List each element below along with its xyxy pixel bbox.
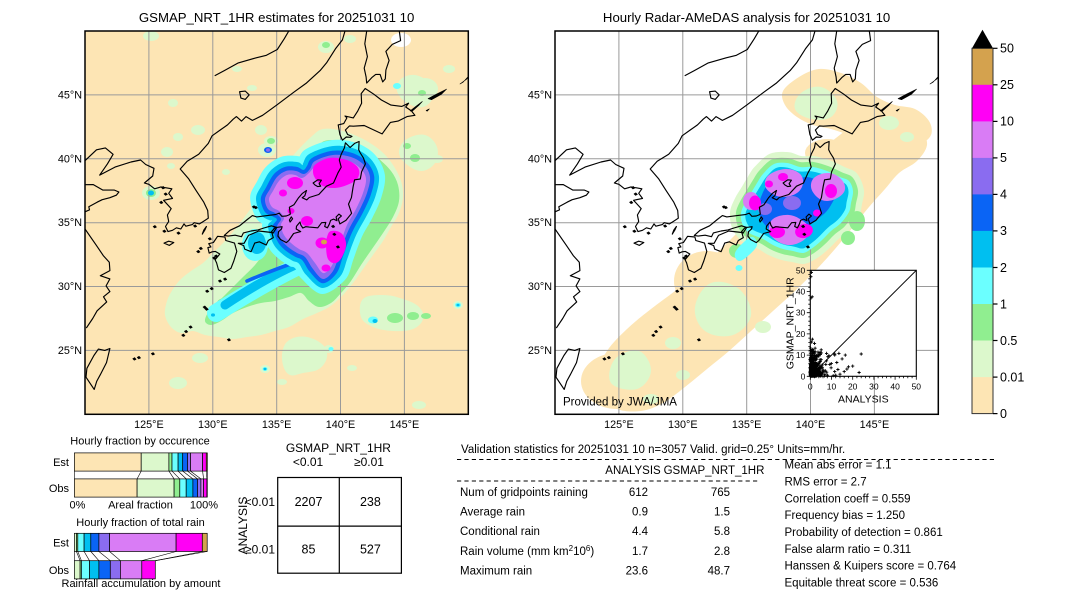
svg-text:20: 20 <box>796 329 806 339</box>
svg-text:0: 0 <box>801 371 806 381</box>
svg-text:135°E: 135°E <box>262 419 292 431</box>
svg-text:Provided by JWA/JMA: Provided by JWA/JMA <box>563 396 677 408</box>
svg-text:40°N: 40°N <box>58 153 82 165</box>
svg-text:10: 10 <box>1000 115 1014 129</box>
svg-text:Rainfall accumulation by amoun: Rainfall accumulation by amount <box>62 578 221 590</box>
svg-text:0%: 0% <box>70 500 86 512</box>
svg-text:20: 20 <box>848 381 858 391</box>
svg-text:ANALYSIS: ANALYSIS <box>605 465 661 477</box>
svg-text:45°N: 45°N <box>528 89 552 101</box>
svg-text:25°N: 25°N <box>528 345 552 357</box>
svg-text:4: 4 <box>1000 188 1007 202</box>
svg-text:125°E: 125°E <box>134 419 164 431</box>
svg-text:238: 238 <box>360 495 381 509</box>
svg-text:2207: 2207 <box>295 495 323 509</box>
svg-text:1.7: 1.7 <box>632 546 648 558</box>
svg-text:Obs: Obs <box>49 565 70 577</box>
svg-text:GSMAP_NRT_1HR: GSMAP_NRT_1HR <box>784 277 796 369</box>
svg-text:40°N: 40°N <box>528 153 552 165</box>
svg-text:5.8: 5.8 <box>714 526 730 538</box>
svg-text:25: 25 <box>1000 78 1014 92</box>
svg-text:30: 30 <box>796 308 806 318</box>
svg-text:50: 50 <box>1000 42 1014 56</box>
svg-text:<0.01: <0.01 <box>293 455 324 469</box>
svg-text:Validation statistics for 2025: Validation statistics for 20251031 10 n=… <box>461 444 845 456</box>
svg-text:4.4: 4.4 <box>632 526 649 538</box>
svg-text:1: 1 <box>1000 297 1007 311</box>
svg-text:Frequency bias = 1.250: Frequency bias = 1.250 <box>785 510 906 522</box>
svg-text:0: 0 <box>1000 407 1007 421</box>
svg-text:GSMAP_NRT_1HR: GSMAP_NRT_1HR <box>286 441 391 455</box>
svg-text:Num of gridpoints raining: Num of gridpoints raining <box>460 487 588 499</box>
svg-text:100%: 100% <box>190 500 218 512</box>
svg-text:2.8: 2.8 <box>714 546 730 558</box>
svg-text:35°N: 35°N <box>528 217 552 229</box>
svg-text:Conditional rain: Conditional rain <box>460 526 540 538</box>
svg-text:Equitable threat score = 0.53: Equitable threat score = 0.536 <box>785 578 939 590</box>
svg-text:23.6: 23.6 <box>626 566 648 578</box>
svg-text:30°N: 30°N <box>58 281 82 293</box>
svg-text:Areal fraction: Areal fraction <box>108 500 173 512</box>
svg-text:Est: Est <box>53 538 69 550</box>
svg-text:50: 50 <box>796 265 806 275</box>
svg-text:50: 50 <box>912 381 922 391</box>
svg-text:140°E: 140°E <box>796 419 826 431</box>
svg-text:45°N: 45°N <box>58 89 82 101</box>
svg-text:0: 0 <box>808 381 813 391</box>
svg-text:ANALYSIS: ANALYSIS <box>838 393 889 405</box>
svg-text:Correlation coeff = 0.559: Correlation coeff = 0.559 <box>785 493 911 505</box>
svg-text:Hanssen & Kuipers score = 0.7: Hanssen & Kuipers score = 0.764 <box>785 561 957 573</box>
svg-text:135°E: 135°E <box>732 419 762 431</box>
svg-text:Hourly fraction of total rain: Hourly fraction of total rain <box>76 517 204 529</box>
svg-text:3: 3 <box>1000 224 1007 238</box>
svg-text:10: 10 <box>827 381 837 391</box>
svg-text:35°N: 35°N <box>58 217 82 229</box>
svg-text:125°E: 125°E <box>604 419 634 431</box>
svg-text:Hourly Radar-AMeDAS analysis f: Hourly Radar-AMeDAS analysis for 2025103… <box>603 10 890 25</box>
svg-text:5: 5 <box>1000 151 1007 165</box>
svg-text:≥0.01: ≥0.01 <box>245 543 275 557</box>
svg-text:30°N: 30°N <box>528 281 552 293</box>
svg-text:Hourly fraction by occurence: Hourly fraction by occurence <box>70 436 209 448</box>
svg-text:Obs: Obs <box>49 483 70 495</box>
svg-text:145°E: 145°E <box>860 419 890 431</box>
svg-text:40: 40 <box>890 381 900 391</box>
svg-text:Mean abs error = 1.1: Mean abs error = 1.1 <box>785 460 892 472</box>
svg-text:0.5: 0.5 <box>1000 334 1017 348</box>
svg-text:85: 85 <box>302 543 316 557</box>
svg-text:Probability of detection = 0.: Probability of detection = 0.861 <box>785 527 943 539</box>
svg-text:Rain volume (mm km2106): Rain volume (mm km2106) <box>460 544 594 558</box>
svg-text:765: 765 <box>711 487 730 499</box>
svg-text:0.9: 0.9 <box>632 506 648 518</box>
svg-text:10: 10 <box>796 350 806 360</box>
svg-text:130°E: 130°E <box>198 419 228 431</box>
svg-text:GSMAP_NRT_1HR: GSMAP_NRT_1HR <box>664 465 765 477</box>
svg-text:130°E: 130°E <box>668 419 698 431</box>
svg-text:Average rain: Average rain <box>460 506 525 518</box>
svg-text:48.7: 48.7 <box>708 566 730 578</box>
svg-text:≥0.01: ≥0.01 <box>354 455 384 469</box>
svg-text:Maximum rain: Maximum rain <box>460 566 532 578</box>
svg-text:527: 527 <box>360 543 381 557</box>
svg-text:RMS error = 2.7: RMS error = 2.7 <box>785 476 867 488</box>
svg-text:40: 40 <box>796 287 806 297</box>
svg-text:1.5: 1.5 <box>714 506 730 518</box>
svg-text:False alarm ratio = 0.311: False alarm ratio = 0.311 <box>785 544 912 556</box>
svg-text:140°E: 140°E <box>326 419 356 431</box>
svg-text:25°N: 25°N <box>58 345 82 357</box>
svg-text:145°E: 145°E <box>390 419 420 431</box>
svg-text:GSMAP_NRT_1HR estimates for 20: GSMAP_NRT_1HR estimates for 20251031 10 <box>139 10 414 25</box>
svg-text:2: 2 <box>1000 261 1007 275</box>
svg-text:Est: Est <box>53 457 69 469</box>
svg-text:0.01: 0.01 <box>1000 370 1024 384</box>
svg-text:<0.01: <0.01 <box>245 495 276 509</box>
svg-text:612: 612 <box>629 487 648 499</box>
svg-text:ANALYSIS: ANALYSIS <box>236 497 250 555</box>
svg-text:30: 30 <box>869 381 879 391</box>
